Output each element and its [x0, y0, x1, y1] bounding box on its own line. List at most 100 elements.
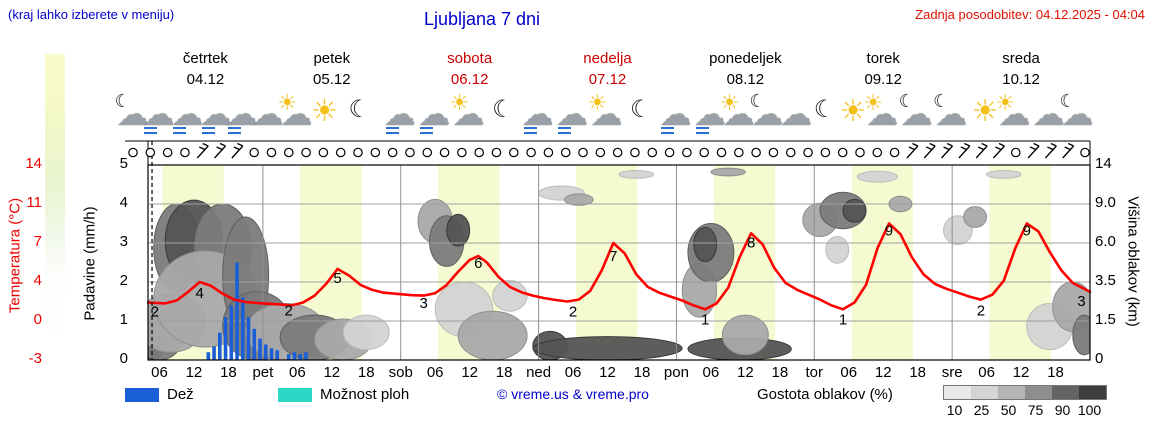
rain-streaks-glyph	[558, 127, 572, 135]
cloud-rain-icon: ☁	[556, 95, 590, 139]
x-tick-12: 12	[599, 364, 616, 381]
x-tick-06: 06	[151, 364, 168, 381]
svg-text:3: 3	[420, 295, 428, 312]
cloud-glyph: ☁	[659, 96, 692, 132]
svg-text:9: 9	[1023, 223, 1031, 240]
day-header-torek: torek 09.12	[818, 50, 948, 88]
x-tick-06: 06	[978, 364, 995, 381]
temp-tick-label: -3	[28, 350, 42, 367]
cloud-glyph: ☁	[590, 96, 623, 132]
svg-text:2: 2	[977, 303, 985, 320]
cloud-glyph: ☁	[556, 96, 589, 132]
cloud-rain-icon: ☁	[694, 95, 728, 139]
day-date: 09.12	[864, 71, 902, 88]
copyright-link[interactable]: © vreme.us & vreme.pro	[497, 386, 649, 402]
x-tick-sob: sob	[388, 364, 413, 381]
day-header-četrtek: četrtek 04.12	[140, 50, 270, 88]
svg-text:4: 4	[196, 285, 204, 302]
cloud-density-swatch	[998, 386, 1025, 399]
moon-glyph: ☾	[813, 96, 836, 123]
sun-icon: ☀	[970, 95, 1004, 139]
day-name: četrtek	[182, 50, 228, 67]
cloud-icon: ☁	[1033, 95, 1067, 139]
x-tick-18: 18	[495, 364, 513, 381]
x-tick-18: 18	[220, 364, 237, 381]
day-name: sobota	[447, 50, 493, 67]
x-tick-18: 18	[357, 364, 375, 381]
x-tick-pon: pon	[663, 364, 689, 381]
cloud-rain-icon: ☁	[384, 95, 418, 139]
cloud-rain-icon: ☁	[171, 95, 205, 139]
moon-cloud-icon: ☾ ☁	[1060, 92, 1096, 139]
day-name: ponedeljek	[709, 50, 782, 67]
cloud-glyph: ☁	[171, 96, 204, 132]
temp-tick-label: 11	[26, 194, 42, 211]
cloud-glyph: ☁	[521, 96, 554, 132]
cloud-density-value: 75	[1027, 402, 1044, 418]
rain-legend-label: Dež	[167, 386, 194, 403]
moon-cloud-icon: ☾ ☁	[115, 92, 151, 139]
sun-icon: ☀	[838, 95, 872, 139]
temp-tick-label: 14	[25, 155, 42, 172]
sun-cloud-icon: ☀ ☁	[995, 92, 1032, 139]
temperature-color-strip	[45, 54, 65, 362]
cloud-glyph: ☁	[998, 96, 1031, 132]
day-date: 06.12	[450, 71, 489, 88]
svg-text:2: 2	[285, 303, 293, 320]
cloud-density-swatch	[1079, 386, 1106, 399]
last-update-text: Zadnja posodobitev: 04.12.2025 - 04:04	[915, 7, 1145, 22]
x-tick-06: 06	[702, 364, 720, 381]
day-name: sreda	[1002, 50, 1040, 67]
cloud-glyph: ☁	[225, 96, 258, 132]
cloud-glyph: ☁	[383, 96, 416, 132]
moon-glyph: ☾	[348, 96, 371, 123]
day-name: petek	[313, 50, 351, 67]
menu-hint-text: (kraj lahko izberete v meniju)	[8, 7, 175, 22]
x-tick-12: 12	[323, 364, 341, 381]
cloud-glyph: ☁	[452, 96, 485, 132]
x-tick-12: 12	[874, 364, 892, 381]
cloud-glyph: ☁	[1061, 96, 1094, 132]
sun-glyph: ☀	[311, 95, 338, 128]
moon-icon: ☾	[625, 95, 659, 139]
sun-glyph: ☀	[719, 90, 740, 115]
cloud-rain-icon: ☁	[200, 95, 234, 139]
sun-glyph: ☀	[277, 90, 298, 115]
precip-tick-label: 4	[119, 194, 128, 211]
cloud-glyph: ☁	[1032, 96, 1065, 132]
svg-text:1: 1	[701, 311, 709, 328]
showers-legend-swatch	[278, 388, 312, 402]
sun-glyph: ☀	[587, 90, 608, 115]
day-date: 05.12	[313, 71, 351, 88]
cloud-rain-icon: ☁	[142, 95, 176, 139]
cloud-density-scale	[943, 385, 1107, 400]
sun-glyph: ☀	[971, 95, 999, 128]
sun-glyph: ☀	[839, 95, 867, 128]
day-header-sreda: sreda 10.12	[956, 50, 1086, 88]
cloud-height-tick-label: 3.5	[1095, 272, 1116, 289]
cloud-height-tick-label: 1.5	[1095, 311, 1116, 328]
temp-tick-label: 7	[33, 233, 42, 250]
rain-streaks-glyph	[173, 127, 187, 135]
precipitation-axis-title: Padavine (mm/h)	[81, 206, 99, 321]
day-name: nedelja	[583, 50, 632, 67]
day-name: torek	[866, 50, 900, 67]
cloud-density-value: 90	[1054, 402, 1071, 418]
temp-tick-label: 0	[33, 311, 42, 328]
cloud-glyph: ☁	[199, 96, 232, 132]
x-tick-06: 06	[840, 364, 858, 381]
cloud-icon: ☁	[780, 95, 814, 139]
moon-cloud-icon: ☾ ☁	[749, 92, 785, 139]
sun-cloud-icon: ☀ ☁	[277, 90, 314, 139]
moon-icon: ☾	[344, 95, 378, 139]
moon-glyph: ☾	[629, 96, 652, 123]
day-header-petek: petek 05.12	[267, 50, 397, 88]
x-tick-12: 12	[737, 364, 754, 381]
cloud-icon: ☁	[252, 95, 286, 139]
day-date: 10.12	[1002, 71, 1040, 88]
x-tick-18: 18	[1047, 364, 1064, 381]
day-date: 08.12	[726, 71, 765, 88]
precip-tick-label: 5	[119, 155, 128, 172]
rain-streaks-glyph	[385, 127, 399, 135]
